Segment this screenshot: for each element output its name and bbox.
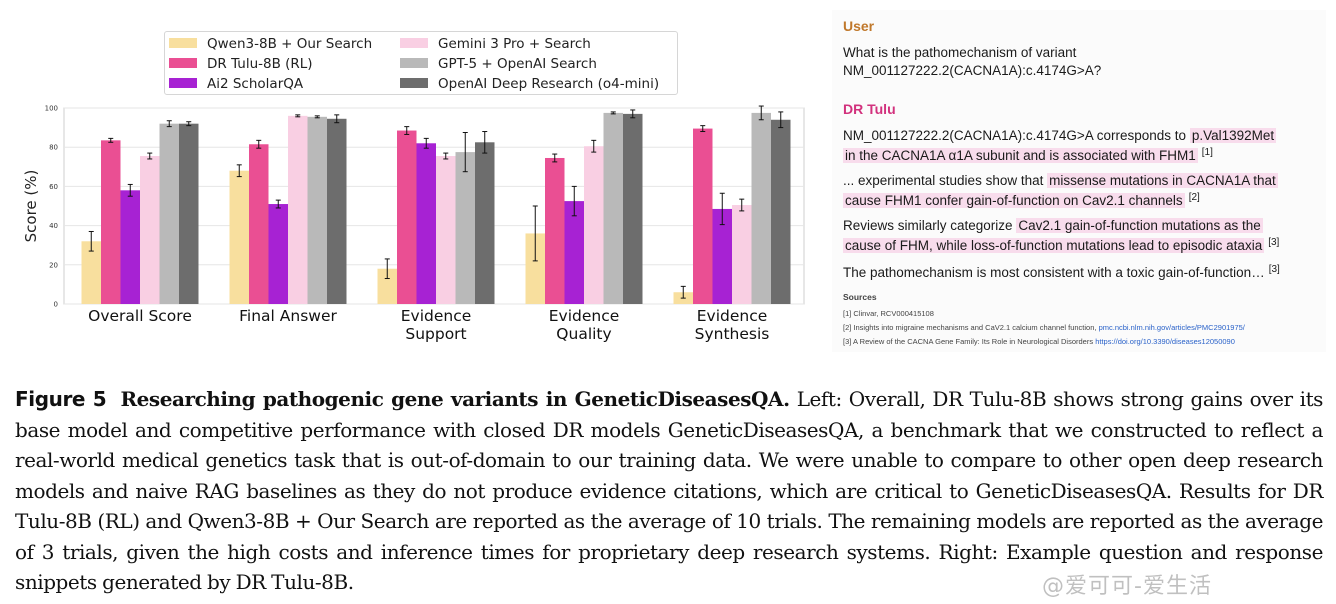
question-line-2: NM_001127222.2(CACNA1A):c.4174G>A? [843,63,1102,78]
user-label: User [843,18,875,34]
x-tick-label: Evidence Synthesis [695,307,770,343]
p2-highlight-1: missense mutations in CACNA1A that [1047,173,1278,188]
model-label: DR Tulu [843,101,896,117]
y-tick-label: 100 [45,105,58,113]
bar [416,143,436,304]
figure-title: Researching pathogenic gene variants in … [120,387,790,411]
figure-caption: Figure 5 Researching pathogenic gene var… [15,384,1323,598]
legend-swatch-drtulu [169,58,197,68]
legend-label-openai-dr: OpenAI Deep Research (o4-mini) [438,76,660,92]
chart-svg: 0 20 40 60 80 100 Score (%) Overall Score Final … [22,105,805,343]
bar [525,233,545,304]
legend-swatch-scholarqa [169,78,197,88]
bar [564,201,584,304]
p1-text: NM_001127222.2(CACNA1A):c.4174G>A corres… [843,128,1187,143]
source-2: [2] Insights into migraine mechanisms an… [843,323,1245,332]
y-tick-label: 20 [49,261,58,269]
legend-item-scholarqa: Ai2 ScholarQA [169,75,303,93]
response-paragraph-1: NM_001127222.2(CACNA1A):c.4174G>A corres… [843,126,1315,166]
legend-label-scholarqa: Ai2 ScholarQA [207,76,304,92]
p1-highlight-1: p.Val1392Met [1189,128,1277,143]
bar [397,130,417,304]
y-tick-label: 0 [54,301,58,309]
bar [288,115,308,304]
source-2-text: [2] Insights into migraine mechanisms an… [843,323,1097,332]
bar [603,112,623,305]
p3-text: Reviews similarly categorize [843,218,1013,233]
response-paragraph-2: ... experimental studies show that misse… [843,171,1315,211]
source-3: [3] A Review of the CACNA Gene Family: I… [843,337,1235,346]
x-tick-label: Overall Score [88,307,192,325]
bar [584,146,604,304]
bar [179,123,199,305]
source-3-text: [3] A Review of the CACNA Gene Family: I… [843,337,1094,346]
bar [455,152,475,304]
legend-item-gemini: Gemini 3 Pro + Search [400,35,591,53]
figure-label: Figure 5 [15,387,107,411]
y-tick-label: 60 [49,183,58,191]
bar [159,123,179,305]
legend-item-qwen: Qwen3-8B + Our Search [169,35,372,53]
bar [120,190,140,304]
legend-label-drtulu: DR Tulu-8B (RL) [207,56,313,72]
bar [229,170,249,304]
p2-text: ... experimental studies show that [843,173,1044,188]
bar [377,268,397,304]
bar [545,157,565,304]
y-axis-label: Score (%) [22,170,40,243]
chart-legend: Qwen3-8B + Our Search DR Tulu-8B (RL) Ai… [164,31,678,95]
bar [623,113,643,304]
x-tick-label: Evidence Support [401,307,472,343]
bar [475,142,495,304]
bar [712,208,732,304]
bar [249,144,269,304]
legend-swatch-gpt5 [400,58,428,68]
legend-label-gpt5: GPT-5 + OpenAI Search [438,56,597,72]
source-3-link[interactable]: https://doi.org/10.3390/diseases12050090 [1095,337,1235,346]
p3-citation[interactable]: [3] [1268,236,1280,248]
legend-label-gemini: Gemini 3 Pro + Search [438,36,591,52]
bar [751,112,771,305]
y-tick-label: 80 [49,144,58,152]
response-paragraph-3: Reviews similarly categorize Cav2.1 gain… [843,216,1315,256]
question-line-1: What is the pathomechanism of variant [843,45,1077,60]
p3-highlight-2: cause of FHM, while loss-of-function mut… [843,238,1265,253]
legend-item-drtulu: DR Tulu-8B (RL) [169,55,313,73]
p2-citation[interactable]: [2] [1188,191,1200,203]
bar [436,156,456,304]
legend-item-gpt5: GPT-5 + OpenAI Search [400,55,597,73]
bar [307,116,327,304]
bar-chart: 0 20 40 60 80 100 Score (%) Overall Score Final … [14,26,822,348]
bar [327,118,347,304]
p2-highlight-2: cause FHM1 confer gain-of-function on Ca… [843,193,1185,208]
bar [693,128,713,304]
sources-title: Sources [843,292,877,302]
x-tick-label: Evidence Quality [549,307,620,343]
legend-swatch-gemini [400,38,428,48]
bar [81,241,101,304]
bar [101,140,121,304]
x-tick-label: Final Answer [239,307,337,325]
source-2-link[interactable]: pmc.ncbi.nlm.nih.gov/articles/PMC2901975… [1098,323,1245,332]
y-tick-label: 40 [49,222,58,230]
p1-highlight-2: in the CACNA1A α1A subunit and is associ… [843,148,1198,163]
legend-item-openai-dr: OpenAI Deep Research (o4-mini) [400,75,659,93]
source-1: [1] Clinvar, RCV000415108 [843,309,934,318]
p4-text: The pathomechanism is most consistent wi… [843,265,1265,280]
example-panel: User What is the pathomechanism of varia… [832,10,1326,352]
p4-citation[interactable]: [3] [1268,263,1280,275]
user-question: What is the pathomechanism of variant NM… [843,44,1313,80]
bar [140,156,160,304]
legend-swatch-openai-dr [400,78,428,88]
legend-label-qwen: Qwen3-8B + Our Search [207,36,373,52]
p1-citation[interactable]: [1] [1201,146,1213,158]
bar [771,119,791,304]
legend-swatch-qwen [169,38,197,48]
watermark-text: @爱可可-爱生活 [1042,574,1212,599]
caption-body: Left: Overall, DR Tulu-8B shows strong g… [15,387,1323,594]
p3-highlight-1: Cav2.1 gain-of-function mutations as the [1016,218,1263,233]
bar [732,205,752,304]
response-paragraph-4: The pathomechanism is most consistent wi… [843,263,1315,283]
bar [268,204,288,304]
